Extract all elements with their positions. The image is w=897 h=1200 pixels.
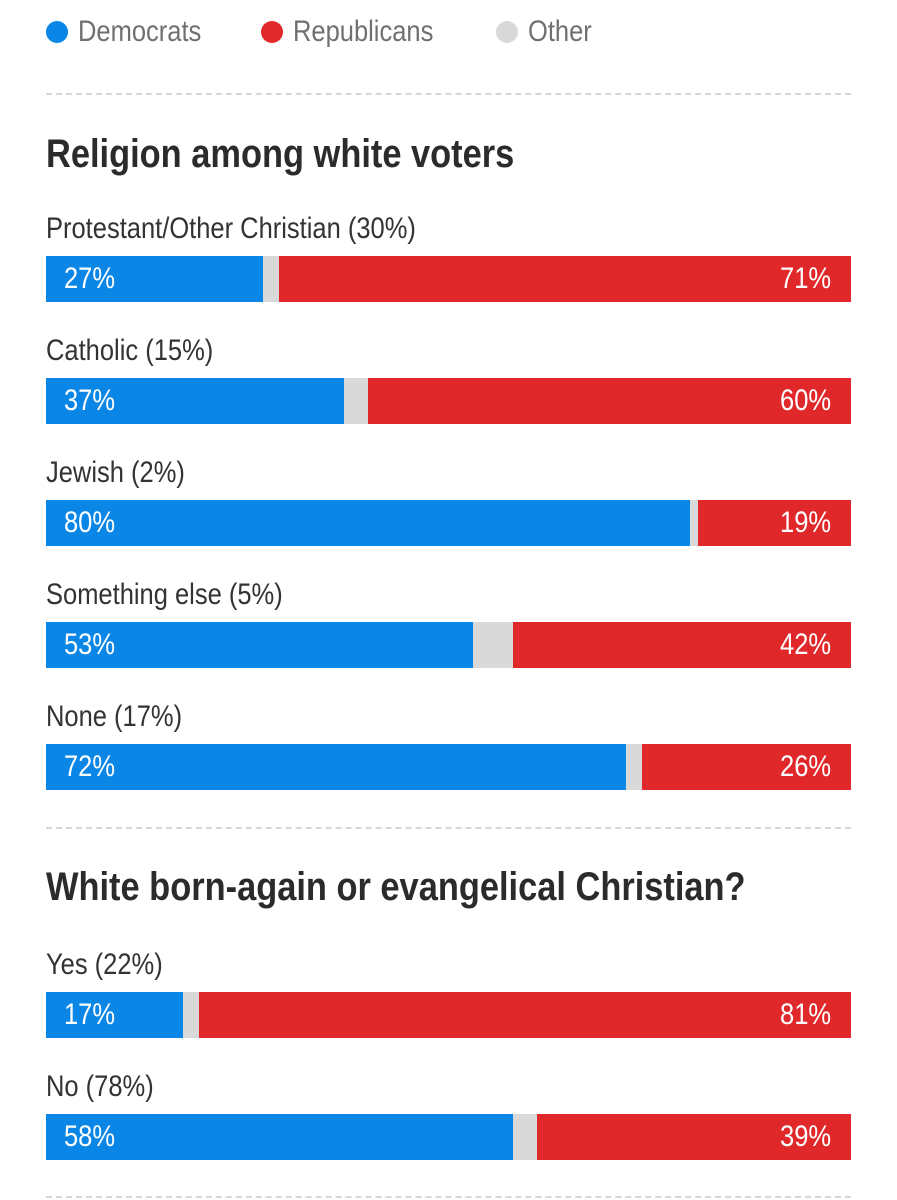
bar-segment-other xyxy=(690,500,699,546)
row-label: No (78%) xyxy=(46,1070,154,1103)
bar-segment-other xyxy=(472,622,513,668)
stacked-bar: 17% 81% xyxy=(46,992,851,1038)
section-title-religion: Religion among white voters xyxy=(46,132,515,176)
bar-segment-republicans: 39% xyxy=(537,1114,851,1160)
stacked-bar: 80% 19% xyxy=(46,500,851,546)
stacked-bar: 27% 71% xyxy=(46,256,851,302)
data-label-democrats: 53% xyxy=(64,628,116,661)
row-label: Jewish (2%) xyxy=(46,456,185,489)
data-label-republicans: 71% xyxy=(779,262,831,295)
bar-segment-democrats: 80% xyxy=(46,500,690,546)
data-label-democrats: 27% xyxy=(64,262,116,295)
legend-item-other: Other xyxy=(496,15,603,49)
data-label-republicans: 39% xyxy=(779,1120,831,1153)
bar-segment-republicans: 60% xyxy=(367,378,851,424)
legend-swatch-democrats xyxy=(46,21,68,43)
data-label-democrats: 72% xyxy=(64,750,116,783)
section-divider xyxy=(46,93,851,95)
data-label-democrats: 37% xyxy=(64,384,116,417)
bar-segment-other xyxy=(263,256,280,302)
bar-segment-republicans: 81% xyxy=(198,992,851,1038)
row-label: None (17%) xyxy=(46,700,183,733)
stacked-bar: 37% 60% xyxy=(46,378,851,424)
data-label-democrats: 17% xyxy=(64,998,116,1031)
section-divider xyxy=(46,1196,851,1198)
bar-segment-democrats: 37% xyxy=(46,378,344,424)
legend-swatch-republicans xyxy=(261,21,284,43)
bar-segment-republicans: 26% xyxy=(641,744,851,790)
legend-label-other: Other xyxy=(528,15,592,48)
row-label: Protestant/Other Christian (30%) xyxy=(46,212,416,245)
section-title-evangelical: White born-again or evangelical Christia… xyxy=(46,865,746,909)
bar-segment-democrats: 58% xyxy=(46,1114,513,1160)
bar-segment-democrats: 17% xyxy=(46,992,183,1038)
data-label-republicans: 42% xyxy=(779,628,831,661)
data-label-democrats: 58% xyxy=(64,1120,116,1153)
legend-item-democrats: Democrats xyxy=(46,15,223,49)
data-label-republicans: 19% xyxy=(779,506,831,539)
stacked-bar: 58% 39% xyxy=(46,1114,851,1160)
row-label: Something else (5%) xyxy=(46,578,283,611)
chart-legend: Democrats Republicans Other xyxy=(46,12,603,52)
bar-segment-democrats: 27% xyxy=(46,256,264,302)
data-label-republicans: 60% xyxy=(779,384,831,417)
stacked-bar: 72% 26% xyxy=(46,744,851,790)
data-label-democrats: 80% xyxy=(64,506,116,539)
legend-swatch-other xyxy=(496,21,519,43)
bar-segment-other xyxy=(182,992,199,1038)
bar-segment-democrats: 72% xyxy=(46,744,626,790)
data-label-republicans: 26% xyxy=(779,750,831,783)
bar-segment-republicans: 71% xyxy=(279,256,851,302)
section-divider xyxy=(46,827,851,829)
legend-item-republicans: Republicans xyxy=(261,15,458,49)
row-label: Catholic (15%) xyxy=(46,334,214,367)
stacked-bar: 53% 42% xyxy=(46,622,851,668)
bar-segment-other xyxy=(512,1114,538,1160)
legend-label-democrats: Democrats xyxy=(78,15,202,48)
bar-segment-republicans: 42% xyxy=(512,622,851,668)
bar-segment-republicans: 19% xyxy=(698,500,851,546)
data-label-republicans: 81% xyxy=(779,998,831,1031)
bar-segment-other xyxy=(625,744,642,790)
bar-segment-other xyxy=(343,378,368,424)
row-label: Yes (22%) xyxy=(46,948,163,981)
bar-segment-democrats: 53% xyxy=(46,622,473,668)
legend-label-republicans: Republicans xyxy=(293,15,434,48)
